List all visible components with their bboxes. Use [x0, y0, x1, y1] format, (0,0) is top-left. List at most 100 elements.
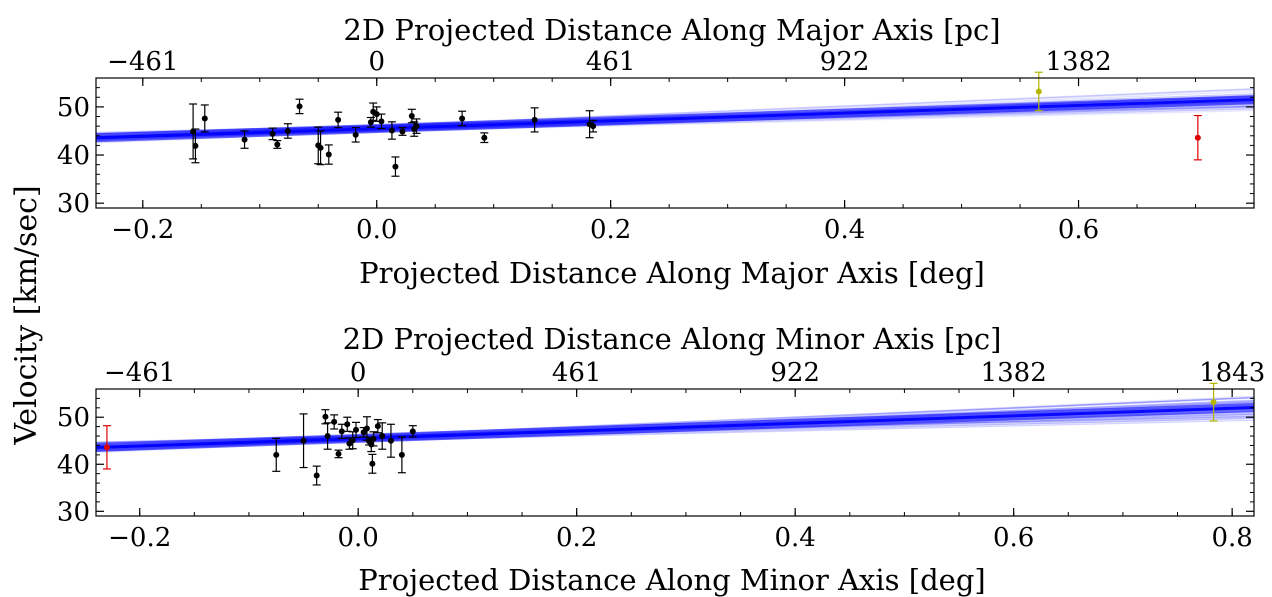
minor-member-point-marker — [387, 437, 394, 444]
minor-toptick-label: 461 — [552, 358, 602, 388]
major-xtick-label: 0.2 — [590, 215, 631, 245]
major-member-point-marker — [325, 151, 332, 158]
minor-fit-center — [96, 406, 1254, 449]
major-xtick-labels: −0.2 0.0 0.2 0.4 0.6 — [111, 215, 1099, 245]
major-xlabel: Projected Distance Along Major Axis [deg… — [359, 256, 985, 290]
major-member-point-marker — [392, 163, 399, 170]
major-fit-center — [96, 98, 1254, 140]
minor-ytick-label: 40 — [57, 450, 90, 480]
major-member-point-marker — [378, 118, 385, 125]
minor-plot-frame — [95, 388, 1255, 517]
minor-member-point-marker — [300, 437, 307, 444]
major-plot-frame — [95, 77, 1255, 209]
minor-toptick-label: 1843 — [1199, 358, 1265, 388]
shared-ylabel: Velocity [km/sec] — [9, 185, 44, 445]
major-toptick-label: 461 — [586, 47, 636, 77]
major-toptick-label: 0 — [368, 47, 385, 77]
major-member-point-marker — [201, 115, 208, 122]
minor-member-point-marker — [344, 421, 351, 428]
major-member-point-marker — [373, 111, 380, 118]
minor-member-point-marker — [338, 428, 345, 435]
minor-outlier-point-marker — [103, 444, 110, 451]
major-toptick-label: −461 — [107, 47, 178, 77]
minor-points — [103, 399, 1217, 479]
major-member-point-marker — [367, 119, 374, 126]
major-fit-band — [96, 87, 1254, 144]
major-member-point-marker — [413, 123, 420, 130]
major-member-point-marker — [459, 115, 466, 122]
minor-member-point-marker — [379, 433, 386, 440]
major-member-point-marker — [481, 134, 488, 141]
minor-toptick-label: −461 — [104, 358, 175, 388]
major-member-point-marker — [317, 144, 324, 151]
major-points — [190, 88, 1201, 170]
major-ytick-label: 40 — [57, 141, 90, 171]
minor-member-point-marker — [349, 437, 356, 444]
minor-member-point-marker — [331, 418, 338, 425]
major-member-point-marker — [274, 141, 281, 148]
major-toptick-label: 922 — [820, 47, 870, 77]
major-member-point-marker — [284, 127, 291, 134]
minor-member-point-marker — [368, 441, 375, 448]
minor-xlabel: Projected Distance Along Minor Axis [deg… — [358, 563, 985, 597]
major-member-point-marker — [296, 103, 303, 110]
minor-member-point-marker — [374, 423, 381, 430]
major-major-ticks — [96, 78, 1254, 208]
minor-ytick-label: 30 — [57, 497, 90, 527]
minor-toptick-label: 1382 — [981, 358, 1047, 388]
minor-xtick-label: 0.4 — [774, 523, 815, 553]
minor-title: 2D Projected Distance Along Minor Axis [… — [343, 322, 1002, 356]
major-member-point-marker — [269, 130, 276, 137]
minor-xtick-label: 0.2 — [556, 523, 597, 553]
minor-outlier-point-marker — [1210, 399, 1217, 406]
minor-axis-panel: 30 40 50 −0.2 0.0 0.2 0.4 0.6 0.8 −461 0 461 922 13… — [57, 322, 1265, 597]
minor-top-tick-labels: −461 0 461 922 1382 1843 — [104, 358, 1265, 388]
minor-member-point-marker — [369, 460, 376, 467]
major-outlier-point-marker — [1194, 134, 1201, 141]
minor-member-point-marker — [324, 433, 331, 440]
minor-ytick-labels: 30 40 50 — [57, 403, 90, 527]
major-member-point-marker — [590, 123, 597, 130]
minor-member-point-marker — [273, 451, 280, 458]
minor-xtick-labels: −0.2 0.0 0.2 0.4 0.6 0.8 — [108, 523, 1253, 553]
minor-toptick-label: 922 — [770, 358, 820, 388]
major-member-point-marker — [335, 116, 342, 123]
major-ytick-labels: 30 40 50 — [57, 93, 90, 219]
major-member-point-marker — [531, 116, 538, 123]
minor-member-point-marker — [313, 472, 320, 479]
major-member-point-marker — [399, 128, 406, 135]
minor-member-point-marker — [322, 413, 329, 420]
minor-member-point-marker — [353, 426, 360, 433]
major-member-point-marker — [192, 142, 199, 149]
major-toptick-label: 1382 — [1045, 47, 1111, 77]
major-member-point-marker — [190, 128, 197, 135]
major-member-point-marker — [388, 127, 395, 134]
major-xtick-label: 0.4 — [824, 215, 865, 245]
major-xtick-label: −0.2 — [111, 215, 174, 245]
major-ytick-label: 30 — [57, 189, 90, 219]
minor-member-point-marker — [398, 451, 405, 458]
minor-major-ticks — [96, 389, 1254, 516]
minor-member-point-marker — [335, 450, 342, 457]
major-xtick-label: 0.6 — [1058, 215, 1099, 245]
minor-xtick-label: −0.2 — [108, 523, 171, 553]
major-member-point-marker — [352, 131, 359, 138]
major-ytick-label: 50 — [57, 93, 90, 123]
minor-member-point-marker — [363, 425, 370, 432]
minor-ytick-label: 50 — [57, 403, 90, 433]
minor-toptick-label: 0 — [350, 358, 367, 388]
major-xtick-label: 0.0 — [356, 215, 397, 245]
major-outlier-point-marker — [1035, 88, 1042, 95]
major-member-point-marker — [408, 113, 415, 120]
major-top-tick-labels: −461 0 461 922 1382 — [107, 47, 1112, 77]
major-title: 2D Projected Distance Along Major Axis [… — [343, 13, 1000, 47]
minor-member-point-marker — [370, 435, 377, 442]
minor-xtick-label: 0.6 — [993, 523, 1034, 553]
minor-fit-band — [96, 395, 1254, 454]
major-member-point-marker — [241, 136, 248, 143]
minor-xtick-label: 0.8 — [1211, 523, 1252, 553]
minor-xtick-label: 0.0 — [338, 523, 379, 553]
minor-member-point-marker — [409, 428, 416, 435]
